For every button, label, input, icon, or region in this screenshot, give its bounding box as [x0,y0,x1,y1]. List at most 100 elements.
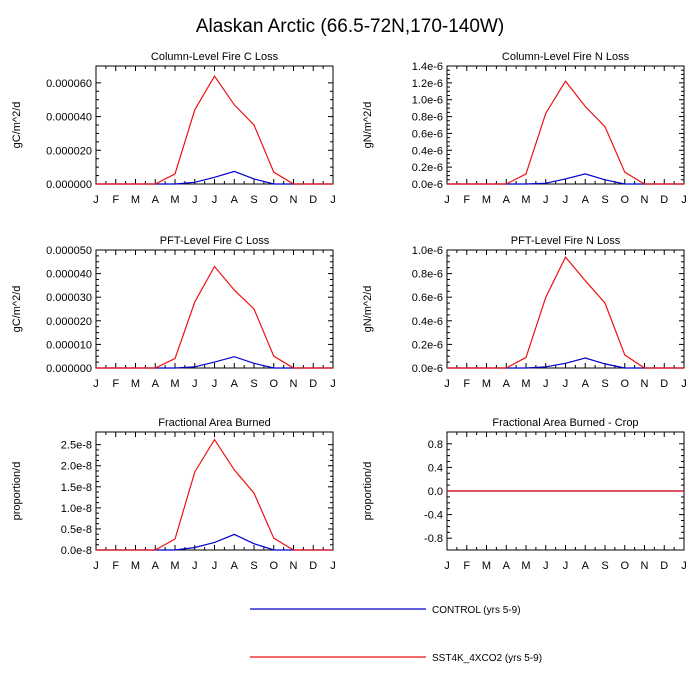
y-tick-label: 0.4e-6 [412,145,443,157]
x-tick-label: J [330,194,336,206]
x-tick-label: S [601,378,608,390]
y-tick-label: 0.6e-6 [412,292,443,304]
x-tick-label: O [269,194,278,206]
panel-title: Fractional Area Burned - Crop [492,417,638,429]
x-tick-label: M [482,560,491,572]
x-tick-label: D [309,194,317,206]
y-tick-label: 0.4e-6 [412,316,443,328]
y-tick-label: 0.000020 [46,145,92,157]
x-tick-label: M [131,378,140,390]
x-tick-label: A [582,378,590,390]
x-tick-label: N [290,194,298,206]
x-tick-label: A [231,560,239,572]
x-tick-label: D [660,194,668,206]
series-line-sst4k [96,265,333,369]
y-tick-label: 0.000060 [46,78,92,90]
series-line-sst4k [447,80,684,185]
panel-title: Fractional Area Burned [158,417,271,429]
chart-panel-6: Fractional Area Burned - Crop proportion/… [362,417,687,572]
y-tick-label: -0.4 [424,510,443,522]
y-tick-label: 0.000000 [46,179,92,191]
x-tick-label: J [192,194,198,206]
x-tick-label: S [601,560,608,572]
y-tick-label: 0.6e-6 [412,128,443,140]
x-tick-label: M [170,378,179,390]
y-tick-label: 0.000040 [46,269,92,281]
x-tick-label: A [152,194,160,206]
x-tick-label: J [212,378,218,390]
series-line-sst4k [447,256,684,369]
x-tick-label: F [112,378,119,390]
x-tick-label: O [620,560,629,572]
y-tick-label: 1.2e-6 [412,78,443,90]
y-tick-label: 0.4 [428,462,443,474]
y-axis-label: gN/m^2/d [362,286,374,333]
x-tick-label: M [170,560,179,572]
x-tick-label: A [582,194,590,206]
x-tick-label: O [269,378,278,390]
y-tick-label: 1.5e-8 [61,482,92,494]
panel-title: Column-Level Fire N Loss [502,51,630,63]
x-tick-label: M [482,194,491,206]
panel-title: Column-Level Fire C Loss [151,51,279,63]
x-tick-label: M [521,378,530,390]
y-tick-label: 0.2e-6 [412,339,443,351]
x-tick-label: J [330,378,336,390]
plot-frame [446,249,685,369]
x-tick-label: D [660,378,668,390]
x-tick-label: J [543,560,549,572]
x-tick-label: J [543,378,549,390]
x-tick-label: A [582,560,590,572]
x-tick-label: J [93,560,99,572]
y-tick-label: 0.8e-6 [412,269,443,281]
y-tick-label: 1.0e-6 [412,245,443,257]
plot-frame [95,431,334,551]
y-tick-label: 0.0e-8 [61,545,92,557]
x-tick-label: J [681,194,687,206]
series-line-sst4k [96,74,333,185]
y-tick-label: 0.000050 [46,245,92,257]
x-tick-label: D [309,378,317,390]
y-tick-label: 0.0 [428,486,443,498]
x-tick-label: F [112,194,119,206]
x-tick-label: J [543,194,549,206]
y-tick-label: 0.000000 [46,363,92,375]
y-tick-label: 0.8e-6 [412,112,443,124]
x-tick-label: M [131,194,140,206]
legend-label-control: CONTROL (yrs 5-9) [432,605,521,616]
y-tick-label: 0.8 [428,439,443,451]
x-tick-label: J [444,560,450,572]
plot-frame [446,65,685,185]
y-tick-label: 0.000010 [46,339,92,351]
legend: CONTROL (yrs 5-9) SST4K_4XCO2 (yrs 5-9) [250,605,542,664]
x-tick-label: F [463,378,470,390]
y-tick-label: -0.8 [424,533,443,545]
x-tick-label: J [563,194,569,206]
x-tick-label: M [521,194,530,206]
x-tick-label: A [152,378,160,390]
x-tick-label: J [681,560,687,572]
x-tick-label: J [563,560,569,572]
panel-title: PFT-Level Fire N Loss [511,235,621,247]
y-tick-label: 0.0e-6 [412,179,443,191]
y-tick-label: 1.4e-6 [412,61,443,73]
y-axis-label: gN/m^2/d [362,102,374,149]
x-tick-label: J [212,560,218,572]
x-tick-label: J [681,378,687,390]
y-tick-label: 0.000040 [46,112,92,124]
x-tick-label: N [641,560,649,572]
x-tick-label: S [250,378,257,390]
y-axis-label: proportion/d [11,462,23,521]
x-tick-label: O [269,560,278,572]
y-axis-label: proportion/d [362,462,374,521]
figure-title: Alaskan Arctic (66.5-72N,170-140W) [195,16,505,37]
x-tick-label: N [641,378,649,390]
x-tick-label: S [250,194,257,206]
x-tick-label: N [290,378,298,390]
y-tick-label: 1.0e-8 [61,503,92,515]
y-axis-label: gC/m^2/d [11,286,23,333]
